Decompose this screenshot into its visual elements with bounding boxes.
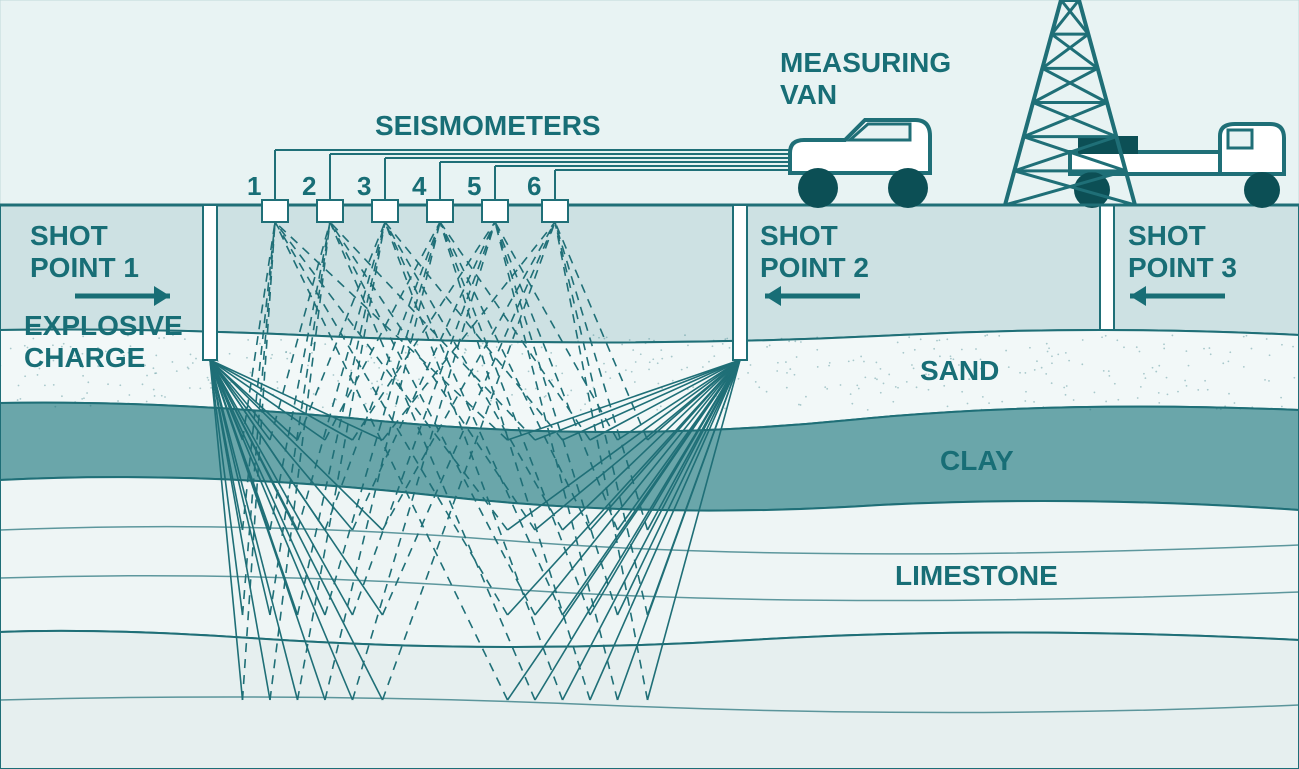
seismometer-1	[262, 200, 288, 222]
seismometer-2	[317, 200, 343, 222]
sand-label: SAND	[920, 355, 999, 386]
seismometer-number-4: 4	[412, 171, 427, 201]
seismometer-number-6: 6	[527, 171, 541, 201]
seismometer-number-3: 3	[357, 171, 371, 201]
seismometers-label: SEISMOMETERS	[375, 110, 601, 141]
seismometer-number-1: 1	[247, 171, 261, 201]
sp3-borehole	[1100, 205, 1114, 330]
seismometer-number-2: 2	[302, 171, 316, 201]
sp2-borehole	[733, 205, 747, 360]
seismometer-3	[372, 200, 398, 222]
clay-label: CLAY	[940, 445, 1014, 476]
seismometer-5	[482, 200, 508, 222]
sp1-borehole	[203, 205, 217, 360]
seismometer-4	[427, 200, 453, 222]
stratum-bedrock	[0, 631, 1299, 769]
seismometer-number-5: 5	[467, 171, 481, 201]
limestone-label: LIMESTONE	[895, 560, 1058, 591]
seismometer-6	[542, 200, 568, 222]
